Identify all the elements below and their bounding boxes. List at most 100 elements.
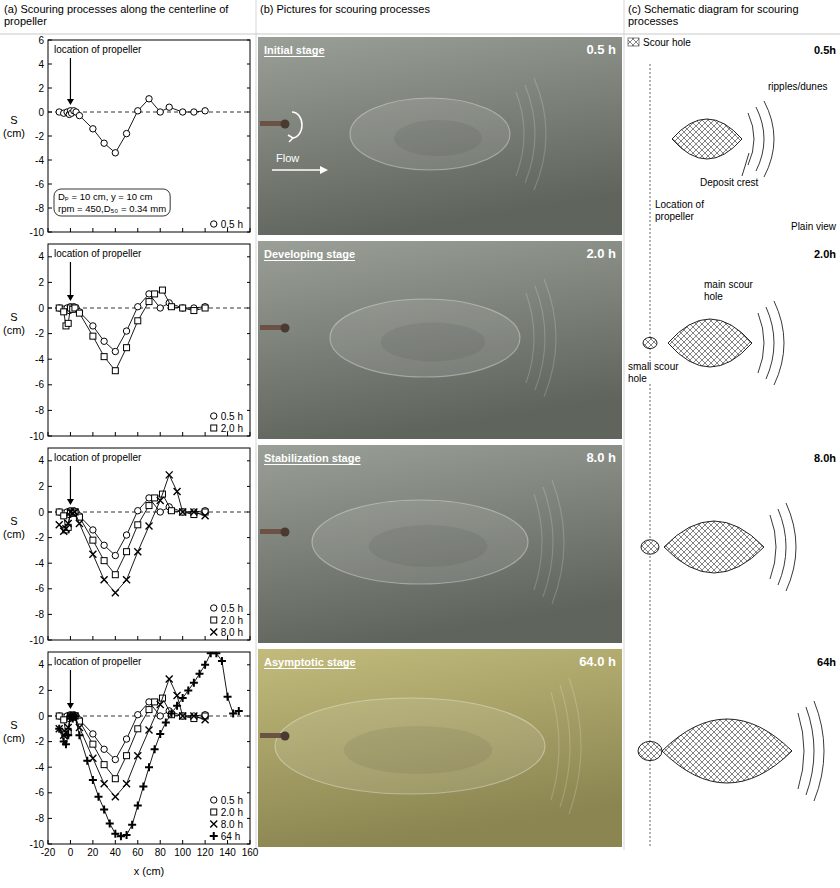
schematic-panel: 64h	[638, 656, 836, 801]
schematic-panel: 2.0hmain scourholesmall scourhole	[627, 248, 836, 385]
y-tick-label: -8	[35, 203, 44, 214]
ripple-arc	[748, 113, 754, 165]
y-tick	[48, 588, 52, 589]
marker-square	[180, 305, 186, 311]
scour-hole-legend-label: Scour hole	[643, 37, 691, 48]
y-tick	[247, 563, 250, 564]
x-tick	[182, 228, 183, 232]
marker-square	[65, 320, 71, 326]
schematic-time-label: 2.0h	[814, 248, 836, 260]
y-tick	[48, 436, 52, 437]
column-header-line: (a) Scouring processes along the centerl…	[4, 3, 229, 15]
column-header-line: propeller	[4, 15, 47, 27]
y-tick	[247, 410, 250, 411]
y-tick	[48, 664, 52, 665]
plot-frame	[48, 448, 250, 640]
marker-circle	[101, 746, 107, 752]
photo-ripple	[543, 487, 553, 597]
y-tick	[247, 40, 250, 41]
marker-circle	[123, 130, 129, 136]
y-axis-title-line: S	[10, 114, 17, 126]
y-tick-label: -8	[35, 813, 44, 824]
schematic-panel: 8.0h	[641, 452, 836, 591]
y-tick	[48, 282, 52, 283]
column-rule	[256, 0, 257, 850]
y-tick-label: -4	[35, 558, 44, 569]
marker-plus	[62, 740, 70, 748]
x-tick	[92, 432, 93, 436]
marker-circle	[157, 109, 163, 115]
marker-x	[112, 793, 119, 800]
x-tick	[92, 840, 93, 844]
y-tick	[48, 184, 52, 185]
y-tick-label: -8	[35, 405, 44, 416]
marker-plus	[218, 657, 226, 665]
x-tick	[250, 228, 251, 232]
propeller-annotation: location of propeller	[54, 248, 142, 259]
flow-arrow	[272, 169, 326, 170]
marker-square	[202, 305, 208, 311]
marker-x	[174, 488, 181, 495]
y-tick-label: 0	[38, 303, 44, 314]
y-tick	[48, 359, 52, 360]
marker-circle	[101, 542, 107, 548]
legend-label: 2.0 h	[221, 615, 243, 626]
x-tick	[205, 840, 206, 844]
y-tick-label: -10	[30, 227, 45, 238]
marker-plus	[167, 709, 175, 717]
x-tick	[70, 636, 71, 640]
marker-circle	[135, 508, 141, 514]
y-tick-label: -6	[35, 583, 44, 594]
schematic-time-label: 64h	[817, 656, 836, 668]
marker-square	[124, 345, 130, 351]
marker-x	[179, 713, 186, 720]
photo-stage-label: Developing stage	[264, 248, 355, 260]
marker-x	[146, 727, 153, 734]
photo-propeller-shaft	[260, 121, 282, 126]
note-box	[54, 189, 170, 216]
y-tick	[48, 208, 52, 209]
photo-ripple	[534, 78, 546, 190]
y-tick-label: -6	[35, 379, 44, 390]
x-tick	[137, 840, 138, 844]
legend-label: 64 h	[221, 831, 240, 842]
y-tick-label: 2	[38, 277, 44, 288]
propeller-arrow	[70, 466, 71, 500]
legend-label: 0.5 h	[221, 795, 243, 806]
marker-x	[123, 780, 130, 787]
legend-marker	[210, 821, 217, 828]
photo-ripple	[551, 692, 559, 800]
marker-square	[135, 522, 141, 528]
text-patch	[654, 199, 705, 222]
y-tick	[48, 88, 52, 89]
y-tick	[48, 563, 52, 564]
plot-area	[48, 652, 250, 840]
y-tick	[48, 614, 52, 615]
marker-plus	[89, 776, 97, 784]
x-tick	[115, 432, 116, 436]
y-tick	[247, 160, 250, 161]
photo-time-label: 64.0 h	[579, 654, 616, 669]
marker-circle	[112, 348, 118, 354]
y-tick	[48, 818, 52, 819]
x-tick-label: 100	[174, 847, 191, 858]
marker-x	[89, 551, 96, 558]
flow-arrowhead	[320, 166, 328, 174]
y-tick	[247, 792, 250, 793]
marker-plus	[173, 702, 181, 710]
y-tick	[247, 282, 250, 283]
y-tick	[48, 792, 52, 793]
marker-plus	[106, 820, 114, 828]
y-tick	[247, 88, 250, 89]
propeller-annotation: location of propeller	[54, 656, 142, 667]
photo-ripple	[525, 85, 535, 183]
x-tick	[250, 432, 251, 436]
marker-plus	[184, 686, 192, 694]
marker-circle	[123, 328, 129, 334]
marker-square	[124, 753, 130, 759]
ripple-arc	[798, 713, 804, 789]
marker-x	[134, 752, 141, 759]
parameter-note: Dₚ = 10 cm, y = 10 cmrpm = 450,D₅₀ = 0.3…	[54, 189, 170, 216]
marker-x	[146, 523, 153, 530]
y-tick-label: 2	[38, 481, 44, 492]
